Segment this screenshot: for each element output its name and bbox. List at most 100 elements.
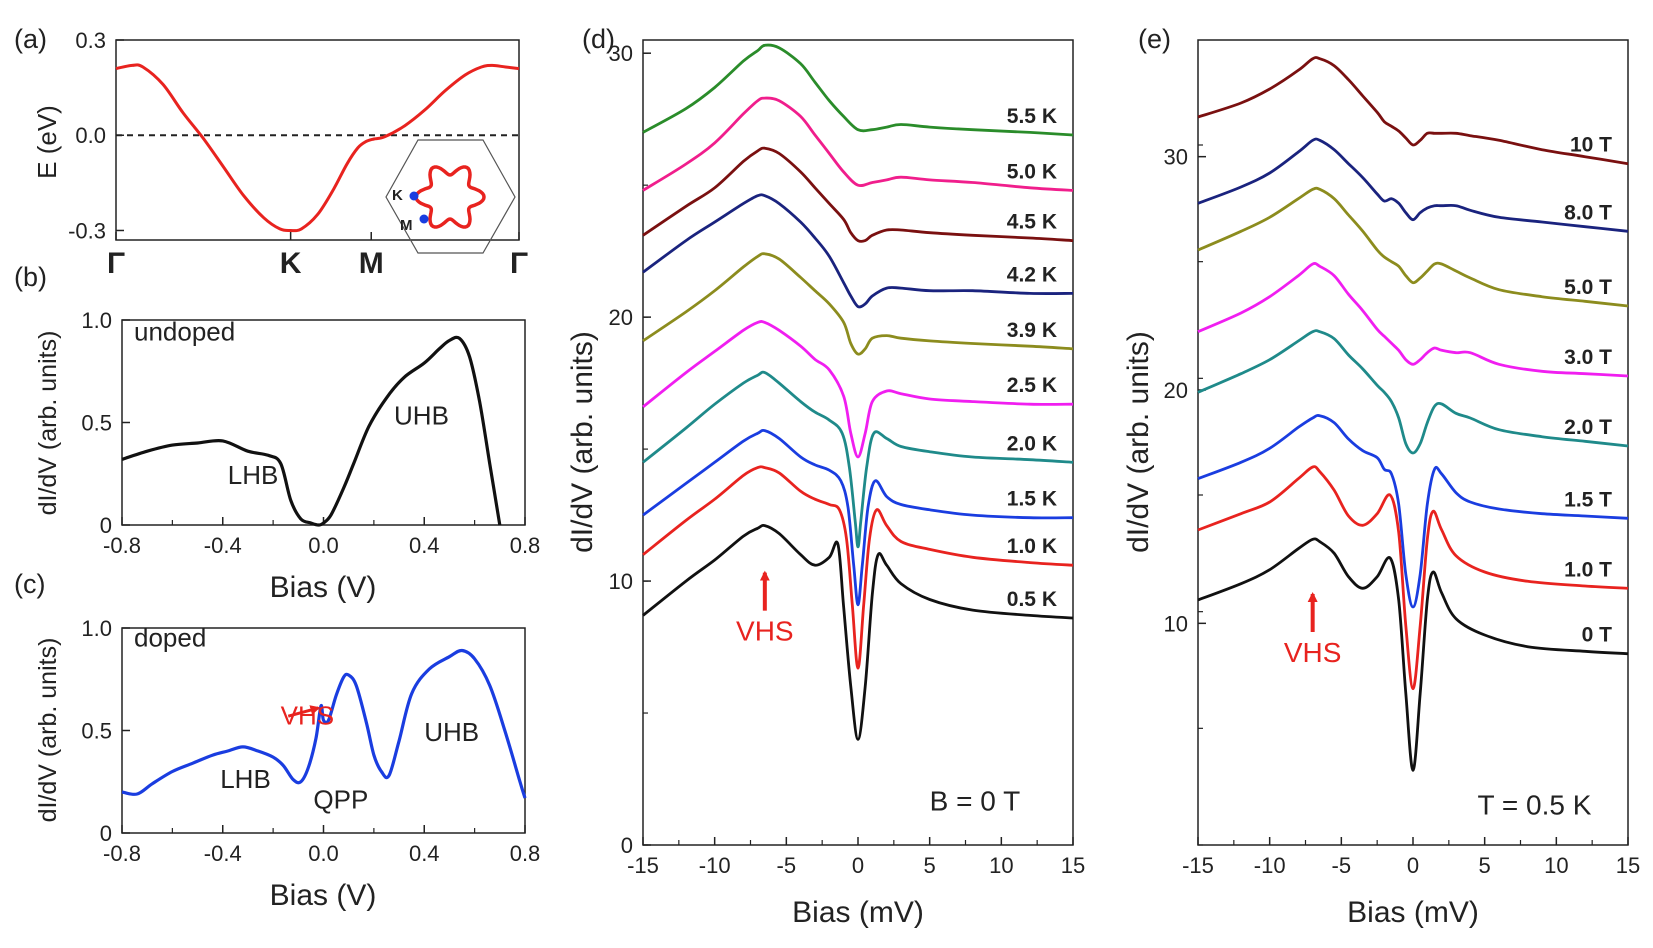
x-tick-label: 0.8 bbox=[510, 841, 541, 866]
bz-hexagon bbox=[385, 139, 516, 254]
series-label: 1.5 T bbox=[1564, 488, 1612, 511]
annotation-label: VHS bbox=[1284, 637, 1342, 668]
series-label: 4.5 K bbox=[1007, 211, 1057, 234]
annotation-label: LHB bbox=[220, 764, 271, 794]
series-label: 2.5 K bbox=[1007, 374, 1057, 397]
x-tick-label: -5 bbox=[1332, 853, 1352, 878]
y-tick-label: 0.3 bbox=[75, 28, 106, 53]
panel-a-ylabel: E (eV) bbox=[32, 105, 62, 179]
band-dispersion-line bbox=[115, 63, 520, 233]
y-tick-label: 0 bbox=[100, 513, 112, 538]
spectrum-line bbox=[1197, 262, 1629, 378]
panel-a-label: (a) bbox=[14, 24, 47, 54]
panel-c-yticks: 0 0.5 1.0 bbox=[81, 616, 130, 846]
x-tick-label: Γ bbox=[510, 247, 528, 280]
x-tick-label: -0.4 bbox=[204, 533, 242, 558]
x-tick-label: 0 bbox=[1407, 853, 1419, 878]
spectrum-line bbox=[642, 465, 1074, 670]
x-tick-label: 0.0 bbox=[308, 841, 339, 866]
x-tick-label: -0.8 bbox=[103, 841, 141, 866]
panel-b-ylabel: dI/dV (arb. units) bbox=[34, 331, 62, 516]
x-tick-label: -5 bbox=[777, 853, 797, 878]
panel-a-series bbox=[115, 63, 520, 233]
panel-d-xticks: -15 -10 -5 0 5 10 15 bbox=[627, 837, 1085, 878]
annotation-label: UHB bbox=[424, 717, 479, 747]
y-tick-label: 30 bbox=[609, 41, 633, 66]
panel-b-annotations: undoped LHB UHB bbox=[134, 317, 449, 491]
panel-d: (d) -15 -10 -5 0 5 10 15 0 10 20 30 0.5 K 1.0 K 1.5… bbox=[566, 24, 1085, 929]
series-label: 5.0 T bbox=[1564, 276, 1612, 299]
panel-e-label: (e) bbox=[1138, 24, 1171, 54]
panel-e-yticks: 10 20 30 bbox=[1164, 144, 1206, 846]
panel-c-series bbox=[121, 648, 527, 799]
x-tick-label: -15 bbox=[1182, 853, 1214, 878]
k-point-label: K bbox=[392, 187, 403, 204]
spectrum-line bbox=[642, 428, 1074, 607]
spectrum-line bbox=[1197, 56, 1629, 166]
series-label: 0.5 K bbox=[1007, 588, 1057, 611]
panel-e-frame bbox=[1197, 39, 1629, 846]
y-tick-label: 0.5 bbox=[81, 411, 112, 436]
x-tick-label: M bbox=[359, 247, 384, 280]
panel-b-label: (b) bbox=[14, 262, 47, 292]
y-tick-label: 1.0 bbox=[81, 308, 112, 333]
series-label: 3.9 K bbox=[1007, 319, 1057, 342]
spectrum-line bbox=[642, 252, 1074, 356]
series-label: 0 T bbox=[1582, 624, 1613, 647]
spectrum-line bbox=[642, 146, 1074, 243]
spectrum-line bbox=[121, 335, 502, 527]
spectrum-line bbox=[642, 193, 1074, 309]
x-tick-label: 5 bbox=[924, 853, 936, 878]
panel-e-xticks: -15 -10 -5 0 5 10 15 bbox=[1182, 837, 1640, 878]
y-tick-label: 0.0 bbox=[75, 123, 106, 148]
x-tick-label: 15 bbox=[1061, 853, 1085, 878]
panel-b-yticks: 0 0.5 1.0 bbox=[81, 308, 130, 538]
y-tick-label: -0.3 bbox=[68, 218, 106, 243]
annotation-label: T = 0.5 K bbox=[1478, 790, 1592, 821]
m-point-dot bbox=[419, 214, 429, 224]
spectrum-line bbox=[642, 524, 1074, 741]
x-tick-label: 10 bbox=[1544, 853, 1568, 878]
series-label: 5.0 K bbox=[1007, 160, 1057, 183]
panel-d-xlabel: Bias (mV) bbox=[792, 896, 924, 929]
y-tick-label: 10 bbox=[609, 569, 633, 594]
annotation-label: undoped bbox=[134, 317, 235, 347]
spectrum-line bbox=[1197, 137, 1629, 233]
x-tick-label: 5 bbox=[1479, 853, 1491, 878]
panel-b: (b) -0.8 -0.4 0.0 0.4 0.8 0 0.5 1.0 undoped LHB… bbox=[14, 262, 540, 604]
series-label: 2.0 K bbox=[1007, 432, 1057, 455]
panel-c: (c) -0.8 -0.4 0.0 0.4 0.8 0 0.5 1.0 doped LHB QP… bbox=[14, 569, 540, 912]
x-tick-label: 15 bbox=[1616, 853, 1640, 878]
x-tick-label: -10 bbox=[699, 853, 731, 878]
x-tick-label: -0.4 bbox=[204, 841, 242, 866]
series-label: 1.0 K bbox=[1007, 535, 1057, 558]
spectrum-line bbox=[1197, 186, 1629, 308]
panel-a-yticks: 0.3 0.0 -0.3 bbox=[68, 28, 124, 243]
y-tick-label: 0 bbox=[621, 833, 633, 858]
series-label: 8.0 T bbox=[1564, 201, 1612, 224]
y-tick-label: 0.5 bbox=[81, 719, 112, 744]
panel-c-vhs-arrow bbox=[287, 705, 321, 718]
panel-e: (e) -15 -10 -5 0 5 10 15 10 20 30 0 T 1.0 T 1.5 T 2… bbox=[1122, 24, 1640, 929]
panel-c-xticks: -0.8 -0.4 0.0 0.4 0.8 bbox=[103, 825, 540, 866]
x-tick-label: 10 bbox=[989, 853, 1013, 878]
y-tick-label: 20 bbox=[609, 305, 633, 330]
panel-e-xlabel: Bias (mV) bbox=[1347, 896, 1479, 929]
panel-b-xticks: -0.8 -0.4 0.0 0.4 0.8 bbox=[103, 517, 540, 558]
spectrum-line bbox=[642, 320, 1074, 459]
annotation-label: UHB bbox=[394, 401, 449, 431]
panel-b-series bbox=[121, 335, 502, 527]
m-point-label: M bbox=[400, 217, 413, 234]
y-tick-label: 10 bbox=[1164, 611, 1188, 636]
y-tick-label: 30 bbox=[1164, 145, 1188, 170]
panel-c-xlabel: Bias (V) bbox=[270, 879, 377, 912]
x-tick-label: -10 bbox=[1254, 853, 1286, 878]
annotation-label: LHB bbox=[228, 460, 279, 490]
k-point-dot bbox=[409, 191, 419, 201]
panel-b-xlabel: Bias (V) bbox=[270, 571, 377, 604]
panel-e-series bbox=[1197, 56, 1629, 772]
series-label: 10 T bbox=[1570, 134, 1612, 157]
